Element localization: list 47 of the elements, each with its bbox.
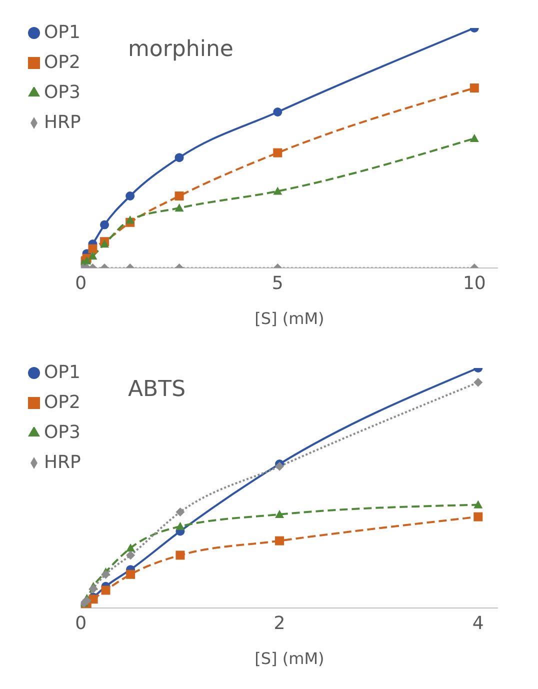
- point: [88, 244, 98, 254]
- point: [470, 134, 479, 142]
- point: [273, 148, 282, 158]
- point: [100, 240, 110, 248]
- point: [474, 500, 483, 508]
- point: [176, 550, 185, 560]
- point: [126, 570, 136, 579]
- x-axis-title: [S] (mM): [254, 309, 324, 328]
- point: [100, 220, 110, 230]
- point: [126, 216, 135, 224]
- point: [275, 462, 284, 471]
- legend-label: OP3: [44, 422, 80, 443]
- x-tick-label: 2: [274, 612, 286, 634]
- point: [474, 378, 483, 387]
- point: [126, 192, 135, 200]
- x-axis-title: [S] (mM): [254, 649, 324, 668]
- point: [101, 586, 110, 595]
- point: [174, 153, 184, 162]
- x-tick-label: 0: [75, 272, 87, 294]
- point: [176, 522, 185, 530]
- point: [474, 512, 483, 522]
- point: [273, 108, 282, 116]
- point: [88, 584, 98, 594]
- x-tick-label: 10: [462, 272, 486, 294]
- point: [174, 192, 184, 200]
- point: [88, 252, 98, 260]
- point: [275, 536, 284, 546]
- point: [470, 84, 479, 92]
- legend-label: OP1: [44, 22, 80, 43]
- x-tick-label: 4: [472, 612, 484, 634]
- legend-label: OP1: [44, 362, 80, 383]
- x-tick-label: 5: [272, 272, 284, 294]
- point: [126, 544, 136, 552]
- point: [126, 550, 136, 560]
- point: [174, 204, 184, 212]
- legend-label: HRP: [44, 112, 81, 133]
- chart-title: morphine: [128, 37, 234, 62]
- point: [275, 510, 284, 518]
- chart-title: ABTS: [128, 377, 186, 402]
- legend-label: HRP: [44, 452, 81, 473]
- legend-label: OP2: [44, 52, 80, 73]
- point: [273, 186, 282, 195]
- legend-label: OP3: [44, 82, 80, 103]
- point: [101, 570, 110, 579]
- point: [176, 508, 185, 516]
- legend-label: OP2: [44, 392, 80, 413]
- x-tick-label: 0: [75, 612, 87, 634]
